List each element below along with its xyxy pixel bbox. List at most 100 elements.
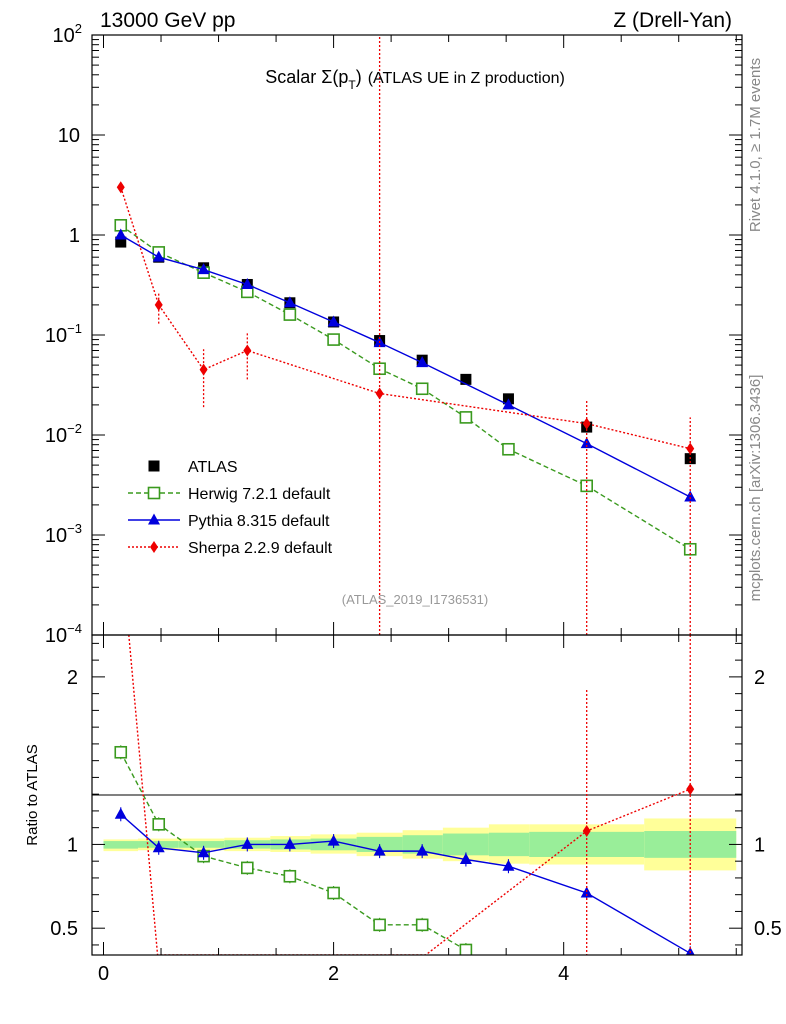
header-left: 13000 GeV pp <box>100 9 235 32</box>
data-point <box>154 298 163 311</box>
legend-marker <box>148 460 160 472</box>
ratio-ytick-label-right: 1 <box>754 834 765 856</box>
ratio-point <box>415 918 429 932</box>
band-green <box>178 841 225 848</box>
ratio-point <box>327 886 340 900</box>
ratio-ylabel: Ratio to ATLAS <box>24 744 41 845</box>
ratio-point <box>580 886 593 898</box>
main-ytick-label: 10−3 <box>45 521 82 547</box>
ratio-point <box>502 859 515 871</box>
data-point <box>460 373 472 385</box>
data-point <box>152 250 165 262</box>
ratio-point <box>373 918 386 932</box>
main-panel: 102 10 1 10−1 10−2 10−3 10−4 Scalar Σ(pT) (ATLA… <box>45 21 743 647</box>
ratio-series-pythia <box>114 807 695 955</box>
ratio-point <box>114 745 128 759</box>
ratio-uncertainty-bands <box>103 818 737 871</box>
legend-entry: Sherpa 2.2.9 default <box>128 540 333 557</box>
main-ytick-label: 10−2 <box>45 421 82 447</box>
band-green <box>442 833 489 856</box>
ratio-point <box>582 825 591 838</box>
ratio-xtick-label: 2 <box>328 963 339 985</box>
ratio-series-sherpa <box>128 635 695 955</box>
mcplots-label: mcplots.cern.ch [arXiv:1306.3436] <box>747 375 764 602</box>
ratio-point <box>373 844 386 856</box>
main-ytick-label: 10 <box>58 125 80 147</box>
ratio-xtick-label: 4 <box>558 963 569 985</box>
main-title: Scalar Σ(pT) (ATLAS UE in Z production) <box>265 67 565 92</box>
data-point <box>375 387 384 400</box>
data-point <box>243 344 252 357</box>
ratio-point <box>459 943 473 955</box>
legend-label: Pythia 8.315 default <box>188 513 330 530</box>
ratio-point <box>152 841 165 853</box>
ratio-panel: 0.5 0.5 1 1 2 2 0 2 4 Ratio to ATLAS <box>24 634 782 985</box>
ratio-line <box>120 813 691 954</box>
ratio-point <box>459 853 472 865</box>
band-green <box>103 841 139 849</box>
ratio-line <box>128 635 691 955</box>
data-point <box>684 490 697 502</box>
ratio-point <box>416 844 429 856</box>
ratio-ytick-label: 2 <box>67 667 78 689</box>
data-point <box>283 296 296 308</box>
series-sherpa <box>116 35 695 635</box>
ratio-point <box>283 869 297 883</box>
legend-marker <box>148 513 160 525</box>
legend-entry: Pythia 8.315 default <box>128 513 330 530</box>
ratio-point <box>114 807 127 819</box>
data-point <box>283 308 297 321</box>
ratio-ytick-label: 0.5 <box>50 918 78 940</box>
data-point <box>327 315 340 327</box>
ratio-axis-ticks: 0.5 0.5 1 1 2 2 0 2 4 <box>50 635 782 985</box>
rivet-label: Rivet 4.1.0, ≥ 1.7M events <box>747 58 764 232</box>
ratio-point <box>686 783 695 796</box>
header-right: Z (Drell-Yan) <box>613 9 732 32</box>
data-point <box>582 417 591 430</box>
data-point <box>114 228 127 240</box>
watermark: (ATLAS_2019_I1736531) <box>342 592 488 607</box>
legend-marker <box>147 486 161 500</box>
main-ytick-label: 1 <box>69 225 80 247</box>
main-ytick-label: 102 <box>53 21 82 47</box>
ratio-ytick-label: 1 <box>67 834 78 856</box>
data-point <box>415 382 429 396</box>
ratio-frame <box>91 634 743 956</box>
data-point <box>327 333 340 346</box>
ratio-point <box>241 861 254 875</box>
data-point <box>373 362 386 376</box>
data-point <box>115 236 127 248</box>
main-ytick-label: 10−1 <box>45 321 82 347</box>
ratio-xtick-label: 0 <box>98 963 109 985</box>
data-point <box>197 263 210 275</box>
legend-entry: ATLAS <box>148 459 238 476</box>
data-point <box>416 356 429 368</box>
ratio-point <box>197 846 210 858</box>
legend-label: Sherpa 2.2.9 default <box>188 540 333 557</box>
ratio-point <box>283 837 296 849</box>
data-point <box>116 181 125 194</box>
ratio-point <box>327 834 340 846</box>
data-point <box>241 277 254 289</box>
legend-entry: Herwig 7.2.1 default <box>128 486 331 503</box>
ratio-point <box>685 946 695 955</box>
legend-label: Herwig 7.2.1 default <box>188 486 331 503</box>
data-point <box>502 442 515 456</box>
ratio-point <box>152 818 166 831</box>
legend: ATLAS Herwig 7.2.1 default Pythia 8.315 de… <box>128 459 333 557</box>
main-data-layer <box>114 35 697 635</box>
legend-marker <box>150 541 158 553</box>
ratio-series-herwig <box>114 745 473 955</box>
data-point <box>686 442 695 455</box>
data-point <box>459 411 473 424</box>
data-point <box>502 398 515 410</box>
ratio-ytick-label-right: 0.5 <box>754 918 782 940</box>
main-ytick-label: 10−4 <box>45 621 82 647</box>
ratio-ytick-label-right: 2 <box>754 667 765 689</box>
ratio-point <box>241 837 254 849</box>
band-green <box>488 832 530 857</box>
data-point <box>199 363 208 376</box>
band-green <box>402 835 443 854</box>
ratio-data-layer <box>114 635 695 955</box>
